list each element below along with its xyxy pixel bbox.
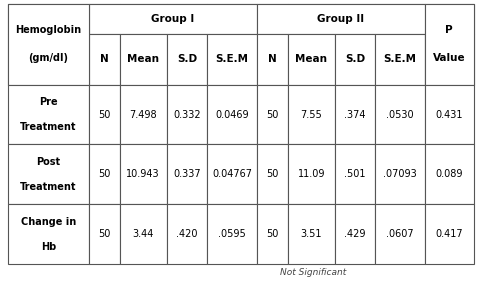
Text: 3.44: 3.44 <box>133 229 154 239</box>
Text: S.E.M: S.E.M <box>215 54 248 64</box>
Text: 11.09: 11.09 <box>297 169 325 179</box>
Text: S.E.M: S.E.M <box>383 54 416 64</box>
Bar <box>425 204 474 264</box>
Bar <box>207 34 256 85</box>
Text: 50: 50 <box>98 109 110 120</box>
Bar <box>8 4 89 34</box>
Bar <box>425 144 474 204</box>
Text: Change in

Hb: Change in Hb <box>21 217 76 252</box>
Bar <box>288 34 335 85</box>
Bar <box>8 85 89 144</box>
Bar <box>256 204 288 264</box>
Text: 0.04767: 0.04767 <box>212 169 252 179</box>
Text: Mean: Mean <box>127 54 159 64</box>
Bar <box>8 144 89 204</box>
Bar <box>375 204 425 264</box>
Bar <box>167 85 207 144</box>
Text: 7.498: 7.498 <box>129 109 157 120</box>
Text: S.D: S.D <box>177 54 197 64</box>
Bar <box>207 144 256 204</box>
Bar <box>167 4 207 34</box>
Bar <box>120 144 167 204</box>
Bar <box>256 4 288 34</box>
Text: 0.337: 0.337 <box>173 169 201 179</box>
Text: .501: .501 <box>344 169 366 179</box>
Bar <box>89 85 120 144</box>
Bar <box>335 4 375 34</box>
Text: 0.332: 0.332 <box>173 109 201 120</box>
Text: 50: 50 <box>98 229 110 239</box>
Text: 0.089: 0.089 <box>436 169 463 179</box>
Bar <box>89 144 120 204</box>
Bar <box>256 144 288 204</box>
Text: Not Significant: Not Significant <box>280 268 347 277</box>
Bar <box>89 4 120 34</box>
Bar <box>335 144 375 204</box>
Bar <box>167 204 207 264</box>
Text: .374: .374 <box>344 109 366 120</box>
Text: 7.55: 7.55 <box>300 109 322 120</box>
Bar <box>425 85 474 144</box>
Bar <box>8 204 89 264</box>
Bar <box>425 4 474 34</box>
Bar <box>335 85 375 144</box>
Text: .0530: .0530 <box>386 109 414 120</box>
Bar <box>335 34 375 85</box>
Text: Mean: Mean <box>295 54 327 64</box>
Text: 3.51: 3.51 <box>300 229 322 239</box>
Text: .420: .420 <box>176 229 198 239</box>
Bar <box>288 144 335 204</box>
Bar <box>375 34 425 85</box>
Bar <box>207 4 256 34</box>
Text: 0.417: 0.417 <box>435 229 463 239</box>
Bar <box>256 85 288 144</box>
Bar <box>375 4 425 34</box>
Text: 50: 50 <box>266 109 279 120</box>
Text: 50: 50 <box>266 229 279 239</box>
Bar <box>288 4 335 34</box>
Text: Group I: Group I <box>151 14 194 24</box>
Text: .0595: .0595 <box>218 229 246 239</box>
Bar <box>375 144 425 204</box>
Text: .07093: .07093 <box>383 169 417 179</box>
Text: S.D: S.D <box>345 54 365 64</box>
Bar <box>425 4 474 85</box>
Bar <box>89 204 120 264</box>
Text: P

Value: P Value <box>433 25 466 63</box>
Text: N: N <box>268 54 277 64</box>
Bar <box>425 34 474 85</box>
Text: .429: .429 <box>344 229 366 239</box>
Bar <box>288 204 335 264</box>
Text: .0607: .0607 <box>386 229 414 239</box>
Text: N: N <box>100 54 108 64</box>
Text: Hemoglobin

(gm/dl): Hemoglobin (gm/dl) <box>15 25 81 63</box>
Bar <box>120 4 167 34</box>
Bar <box>207 85 256 144</box>
Text: 0.431: 0.431 <box>436 109 463 120</box>
Text: 50: 50 <box>98 169 110 179</box>
Text: 0.0469: 0.0469 <box>215 109 249 120</box>
Bar <box>8 34 89 85</box>
Bar <box>89 34 120 85</box>
Text: Post

Treatment: Post Treatment <box>20 157 77 192</box>
Bar <box>120 85 167 144</box>
Bar <box>256 34 288 85</box>
Bar <box>167 34 207 85</box>
Bar <box>120 34 167 85</box>
Bar <box>120 204 167 264</box>
Text: Pre

Treatment: Pre Treatment <box>20 97 77 132</box>
Bar <box>335 204 375 264</box>
Bar <box>256 4 425 34</box>
Bar <box>375 85 425 144</box>
Bar <box>89 4 256 34</box>
Text: Group II: Group II <box>317 14 364 24</box>
Bar <box>288 85 335 144</box>
Text: 10.943: 10.943 <box>126 169 160 179</box>
Text: 50: 50 <box>266 169 279 179</box>
Bar <box>8 4 89 85</box>
Bar <box>167 144 207 204</box>
Bar <box>207 204 256 264</box>
